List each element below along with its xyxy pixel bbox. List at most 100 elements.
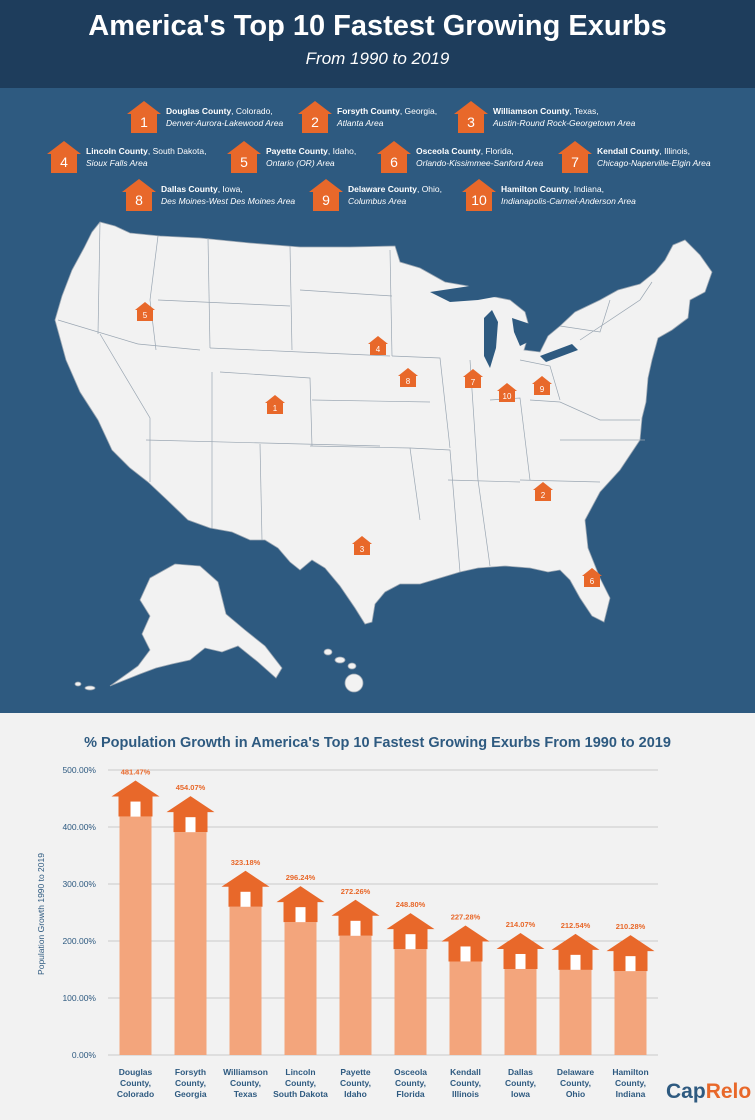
chart-section: % Population Growth in America's Top 10 … [0, 713, 755, 1120]
chart-title: % Population Growth in America's Top 10 … [84, 735, 671, 751]
marker-house-icon [352, 536, 372, 555]
legend-area: Ontario (OR) Area [266, 158, 335, 168]
legend-text: Hamilton County, Indiana, Indianapolis-Ca… [501, 183, 636, 207]
legend-rank: 5 [240, 154, 248, 170]
caprelo-logo: CapRelo [666, 1080, 752, 1103]
legend-county: Douglas County [166, 106, 232, 116]
legend-county: Payette County [266, 146, 328, 156]
header: America's Top 10 Fastest Growing Exurbs … [0, 0, 755, 88]
legend-text: Forsyth County, Georgia, Atlanta Area [337, 105, 437, 129]
legend-county: Osceola County [416, 146, 481, 156]
hawaii-island-3 [347, 662, 357, 670]
marker-house-icon [265, 395, 285, 414]
legend-area: Austin-Round Rock-Georgetown Area [493, 118, 636, 128]
legend-area: Atlanta Area [337, 118, 384, 128]
lake-erie [540, 344, 578, 362]
house-icon: 4 [47, 141, 81, 173]
legend-rank: 4 [60, 154, 68, 170]
contiguous-us-shape [54, 221, 713, 625]
legend-rank: 1 [140, 114, 148, 130]
legend-state: , Georgia, [399, 106, 438, 116]
legend-text: Douglas County, Colorado, Denver-Aurora-L… [166, 105, 283, 129]
us-map: 1 2 3 4 5 6 7 8 9 10 [54, 221, 713, 693]
map-marker-8: 8 [398, 368, 418, 387]
house-icon: 1 [127, 101, 161, 133]
map-markers: 1 2 3 4 5 6 7 8 9 10 [135, 302, 602, 587]
map-marker-3: 3 [352, 536, 372, 555]
legend-rank: 6 [390, 154, 398, 170]
aleutian-1 [84, 685, 96, 691]
house-icon: 10 [462, 179, 496, 211]
lake-michigan [484, 310, 498, 368]
house-icon: 2 [298, 101, 332, 133]
legend-area: Orlando-Kissimmee-Sanford Area [416, 158, 544, 168]
legend-rank: 2 [311, 114, 319, 130]
legend-state: , Texas, [569, 106, 599, 116]
marker-rank: 5 [143, 311, 148, 320]
legend-text: Delaware County, Ohio, Columbus Area [348, 183, 442, 207]
legend-area: Indianapolis-Carmel-Anderson Area [501, 196, 636, 206]
marker-rank: 7 [471, 378, 476, 387]
aleutian-2 [74, 681, 82, 687]
house-icon: 7 [558, 141, 592, 173]
legend-state: , Colorado, [231, 106, 273, 116]
lake-huron [512, 318, 532, 346]
legend-rank: 8 [135, 192, 143, 208]
page-title: America's Top 10 Fastest Growing Exurbs [88, 10, 667, 42]
legend-state: , Indiana, [569, 184, 604, 194]
hawaii-island-2 [334, 656, 346, 664]
legend-rank: 3 [467, 114, 475, 130]
map-marker-9: 9 [532, 376, 552, 395]
legend-text: Williamson County, Texas, Austin-Round Ro… [493, 105, 635, 129]
map-land [54, 221, 713, 693]
legend-county: Delaware County [348, 184, 417, 194]
marker-rank: 10 [503, 392, 512, 401]
page-subtitle: From 1990 to 2019 [305, 49, 450, 68]
marker-rank: 6 [590, 577, 595, 586]
marker-rank: 4 [376, 345, 381, 354]
map-marker-2: 2 [533, 482, 553, 501]
marker-rank: 2 [541, 491, 546, 500]
legend-state: , Florida, [480, 146, 514, 156]
map-marker-1: 1 [265, 395, 285, 414]
marker-house-icon [463, 369, 483, 388]
legend-area: Columbus Area [348, 196, 407, 206]
legend-rank: 9 [322, 192, 330, 208]
map-marker-10: 10 [497, 383, 517, 402]
legend-area: Des Moines-West Des Moines Area [161, 196, 296, 206]
marker-house-icon [368, 336, 388, 355]
marker-house-icon [582, 568, 602, 587]
legend-text: Osceola County, Florida, Orlando-Kissimme… [416, 145, 543, 169]
map-marker-4: 4 [368, 336, 388, 355]
legend-text: Kendall County, Illinois, Chicago-Napervi… [597, 145, 711, 169]
legend-rank: 7 [571, 154, 579, 170]
legend-state: , Illinois, [659, 146, 691, 156]
legend-county: Williamson County [493, 106, 570, 116]
house-icon: 8 [122, 179, 156, 211]
marker-house-icon [497, 383, 517, 402]
legend-area: Denver-Aurora-Lakewood Area [166, 118, 284, 128]
legend-county: Hamilton County [501, 184, 569, 194]
hawaii-island-4 [344, 673, 364, 693]
legend-state: , South Dakota, [147, 146, 207, 156]
marker-house-icon [532, 376, 552, 395]
marker-rank: 3 [360, 545, 365, 554]
map-marker-5: 5 [135, 302, 155, 321]
marker-rank: 9 [540, 385, 545, 394]
legend-text: Lincoln County, South Dakota, Sioux Falls… [86, 145, 206, 169]
marker-house-icon [533, 482, 553, 501]
marker-house-icon [398, 368, 418, 387]
legend-text: Payette County, Idaho, Ontario (OR) Area [266, 145, 356, 169]
house-icon: 6 [377, 141, 411, 173]
house-icon: 9 [309, 179, 343, 211]
legend-county: Dallas County [161, 184, 218, 194]
legend-county: Kendall County [597, 146, 660, 156]
house-icon: 3 [454, 101, 488, 133]
house-icon: 5 [227, 141, 261, 173]
hawaii-island-1 [323, 648, 333, 656]
map-marker-6: 6 [582, 568, 602, 587]
map-section: 1 2 3 4 5 6 7 8 9 10 1 Douglas County, Colorado, De… [0, 88, 755, 713]
marker-rank: 1 [273, 404, 278, 413]
legend-area: Sioux Falls Area [86, 158, 148, 168]
legend-area: Chicago-Naperville-Elgin Area [597, 158, 711, 168]
